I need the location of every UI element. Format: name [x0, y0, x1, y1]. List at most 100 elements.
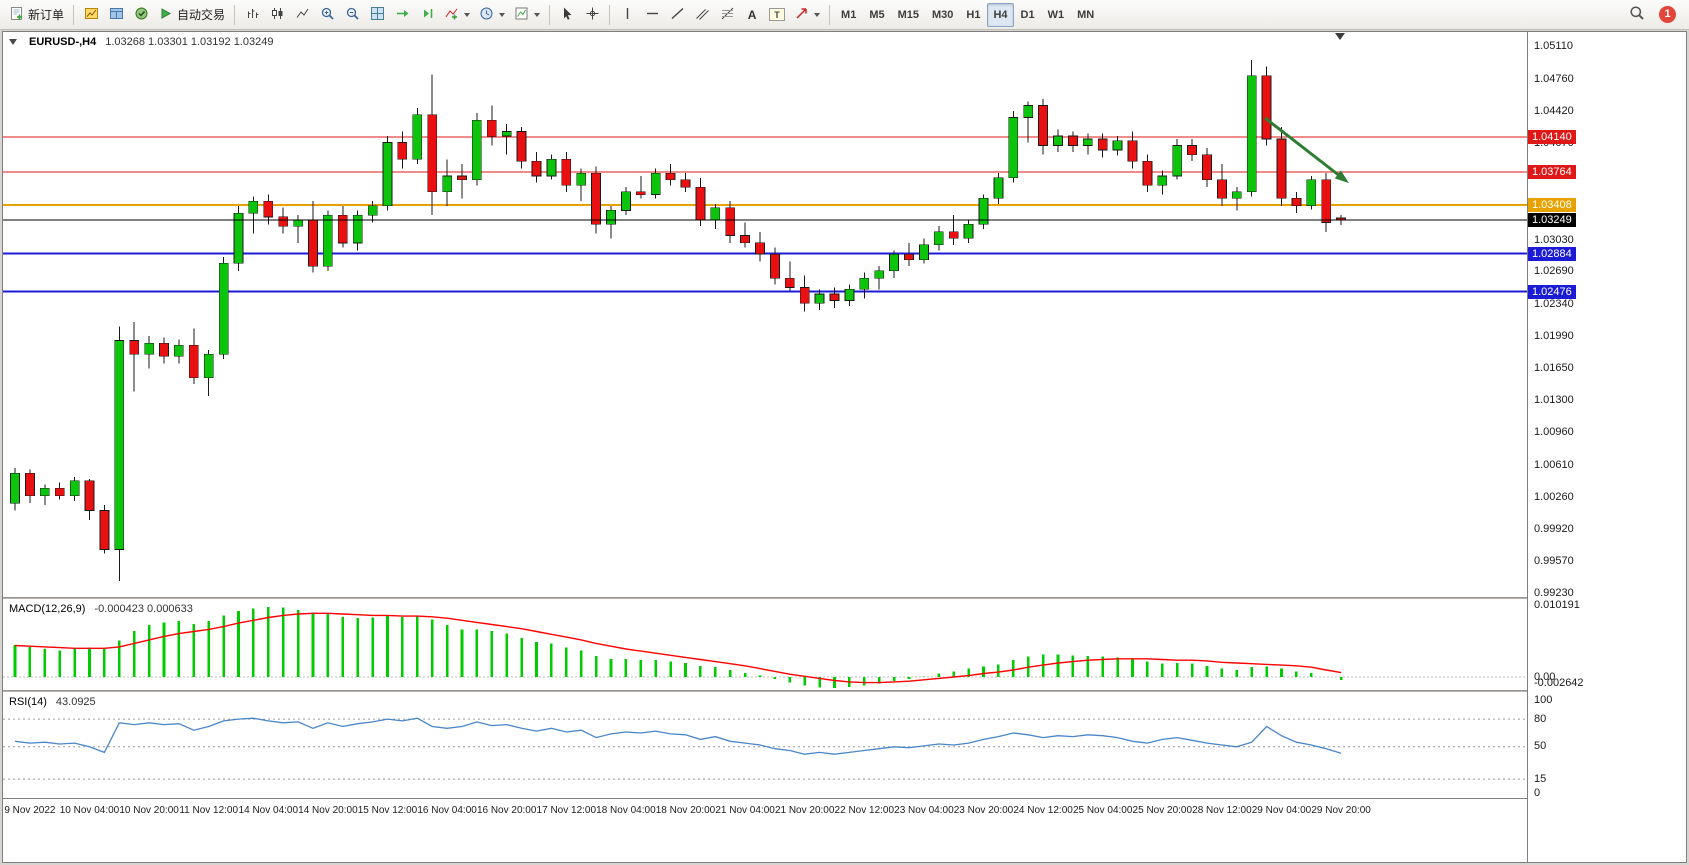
cursor-button[interactable]: [555, 3, 579, 27]
macd-scale-label: 0.010191: [1534, 599, 1580, 612]
crosshair-button[interactable]: [580, 3, 604, 27]
timeframe-m1-button[interactable]: M1: [835, 3, 862, 27]
time-axis[interactable]: 9 Nov 2022 10 Nov 04:00 10 Nov 20:00 11 Nov…: [3, 799, 1527, 825]
timeframe-d1-button[interactable]: D1: [1015, 3, 1041, 27]
toolbar-separator: [549, 4, 551, 25]
chart-shift-marker[interactable]: [1335, 33, 1345, 40]
rsi-scale-label: 15: [1534, 772, 1547, 785]
price-tick-label: 1.04420: [1534, 104, 1574, 117]
indicators-icon: [444, 6, 459, 24]
zoom-in-button[interactable]: [315, 3, 339, 27]
pane-separator[interactable]: [3, 597, 1686, 599]
price-pane[interactable]: EURUSD-,H4 1.03268 1.03301 1.03192 1.032…: [3, 32, 1527, 597]
time-label: 15 Nov 12:00: [357, 805, 418, 816]
timeframe-mn-button[interactable]: MN: [1071, 3, 1100, 27]
terminal-icon: [134, 6, 149, 24]
candlestick-chart-button[interactable]: [265, 3, 289, 27]
price-axis[interactable]: 1.051101.047601.044201.040701.037301.033…: [1527, 32, 1686, 862]
symbol-period-label: EURUSD-,H4: [29, 36, 97, 48]
timeframe-h1-button[interactable]: H1: [960, 3, 986, 27]
market-watch-button[interactable]: [79, 3, 103, 27]
rsi-scale-label: 0: [1534, 786, 1541, 799]
terminal-button[interactable]: [129, 3, 153, 27]
price-level-badge: 1.03408: [1528, 198, 1576, 212]
toolbar-separator: [73, 4, 75, 25]
time-label: 16 Nov 04:00: [417, 805, 477, 816]
arrow-tool-icon: [794, 6, 809, 24]
timeframe-m15-button[interactable]: M15: [892, 3, 925, 27]
timeframe-h4-button[interactable]: H4: [987, 2, 1014, 27]
line-chart-icon: [295, 6, 310, 24]
rsi-scale-label: 100: [1534, 694, 1553, 707]
price-tick-label: 1.05110: [1534, 40, 1573, 53]
search-button[interactable]: [1625, 3, 1649, 27]
main-toolbar: 新订单 自动交易: [0, 0, 1689, 30]
vertical-line-button[interactable]: [615, 3, 639, 27]
macd-canvas[interactable]: [3, 599, 1527, 690]
time-label: 29 Nov 20:00: [1311, 805, 1371, 816]
auto-scroll-button[interactable]: [390, 3, 414, 27]
candles: [10, 59, 1346, 582]
trendline-button[interactable]: [665, 3, 689, 27]
rsi-pane[interactable]: RSI(14) 43.0925: [3, 692, 1527, 798]
price-tick-label: 1.01300: [1534, 394, 1574, 407]
text-tool-button[interactable]: A: [740, 3, 764, 27]
time-label: 29 Nov 04:00: [1251, 805, 1312, 816]
arrows-tool-button[interactable]: [790, 3, 824, 27]
timeframe-w1-button[interactable]: W1: [1042, 3, 1071, 27]
time-label: 14 Nov 04:00: [238, 805, 299, 816]
horizontal-line-icon: [645, 6, 660, 24]
notification-badge[interactable]: 1: [1659, 6, 1676, 23]
templates-button[interactable]: [510, 3, 544, 27]
candlestick-chart-icon: [270, 6, 285, 24]
market-watch-icon: [84, 6, 99, 24]
rsi-scale-label: 50: [1534, 740, 1547, 753]
search-icon: [1629, 5, 1645, 24]
timeframe-m30-button[interactable]: M30: [926, 3, 959, 27]
time-label: 14 Nov 20:00: [298, 805, 358, 816]
new-order-button[interactable]: 新订单: [5, 3, 68, 27]
time-label: 11 Nov 12:00: [179, 805, 239, 816]
chevron-down-icon: [534, 12, 541, 17]
chart-legend: EURUSD-,H4 1.03268 1.03301 1.03192 1.032…: [9, 36, 273, 48]
data-window-button[interactable]: [104, 3, 128, 27]
zoom-out-button[interactable]: [340, 3, 364, 27]
text-label-button[interactable]: T: [765, 3, 789, 27]
price-tick-label: 1.01990: [1534, 330, 1574, 343]
horizontal-line-button[interactable]: [640, 3, 664, 27]
macd-legend: MACD(12,26,9) -0.000423 0.000633: [9, 603, 193, 615]
one-click-trading-arrow[interactable]: [9, 39, 17, 45]
rsi-legend: RSI(14) 43.0925: [9, 696, 96, 708]
bar-chart-button[interactable]: [240, 3, 264, 27]
tile-windows-button[interactable]: [365, 3, 389, 27]
price-tick-label: 0.99230: [1534, 586, 1574, 599]
macd-pane[interactable]: MACD(12,26,9) -0.000423 0.000633: [3, 599, 1527, 690]
rsi-value: 43.0925: [55, 696, 96, 708]
price-tick-label: 1.00960: [1534, 426, 1574, 438]
new-order-icon: [9, 6, 24, 24]
rsi-scale-label: 80: [1534, 712, 1547, 725]
chevron-down-icon: [464, 12, 471, 17]
time-axis-line: [3, 798, 1686, 799]
line-chart-button[interactable]: [290, 3, 314, 27]
indicators-button[interactable]: [440, 3, 474, 27]
chart-shift-button[interactable]: [415, 3, 439, 27]
time-label: 25 Nov 20:00: [1132, 805, 1193, 816]
text-tool-icon: A: [747, 7, 757, 22]
price-tick-label: 1.00260: [1534, 491, 1574, 503]
text-label-icon: T: [769, 8, 786, 21]
time-label: 10 Nov 20:00: [119, 805, 179, 816]
rsi-canvas[interactable]: [3, 692, 1527, 798]
rsi-line: [14, 717, 1342, 755]
macd-scale-label: 0.00: [1534, 670, 1556, 683]
time-label: 22 Nov 12:00: [834, 805, 895, 816]
timeframe-m5-button[interactable]: M5: [863, 3, 890, 27]
pane-separator[interactable]: [3, 690, 1686, 692]
periods-button[interactable]: [475, 3, 509, 27]
auto-trading-button[interactable]: 自动交易: [154, 3, 229, 27]
channel-button[interactable]: [690, 3, 714, 27]
fibonacci-button[interactable]: [715, 3, 739, 27]
price-level-badge: 1.02476: [1528, 284, 1576, 299]
price-chart-canvas[interactable]: [3, 32, 1527, 597]
